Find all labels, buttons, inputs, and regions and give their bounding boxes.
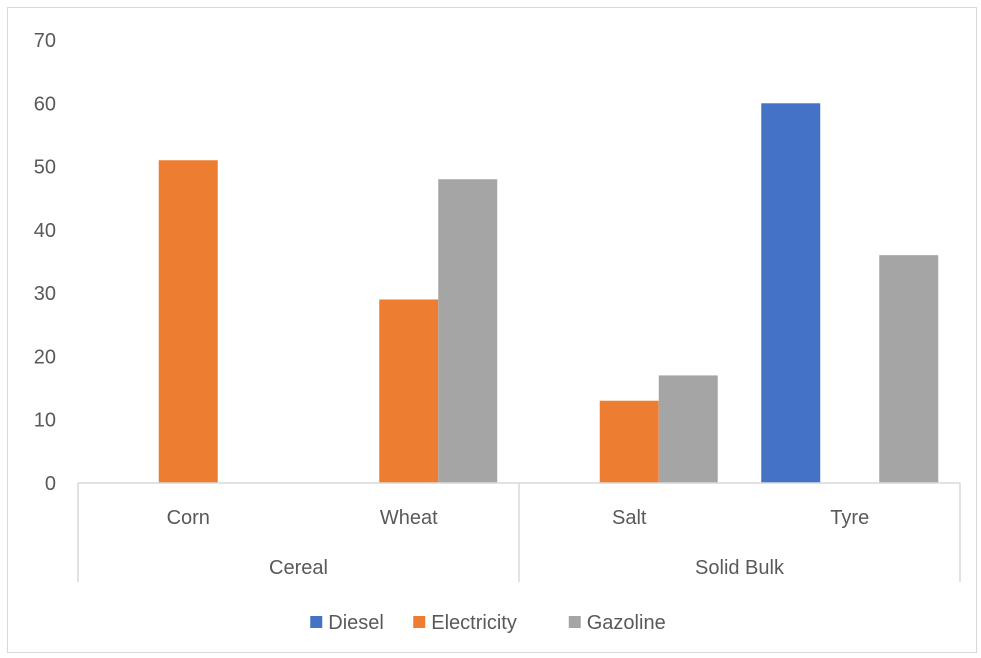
bar-electricity-corn	[158, 160, 218, 483]
legend-label-diesel: Diesel	[328, 612, 384, 634]
y-tick-label-40: 40	[34, 220, 56, 242]
category-label-tyre: Tyre	[830, 507, 869, 529]
legend-swatch-diesel	[310, 616, 323, 628]
category-label-corn: Corn	[167, 507, 210, 529]
y-tick-label-50: 50	[34, 157, 56, 179]
category-label-wheat: Wheat	[380, 507, 438, 529]
legend-label-gazoline: Gazoline	[587, 612, 666, 634]
bar-electricity-salt	[599, 400, 659, 483]
legend: Diesel Electricity Gazoline	[310, 612, 666, 634]
y-tick-label-20: 20	[34, 346, 56, 368]
bar-gazoline-salt	[658, 375, 718, 483]
bar-gazoline-tyre	[879, 255, 939, 483]
category-label-salt: Salt	[612, 507, 647, 529]
axes	[77, 482, 961, 582]
category-labels: Corn Wheat Salt Tyre Cereal Solid Bulk	[167, 507, 870, 579]
legend-swatch-gazoline	[568, 616, 581, 628]
y-tick-label-60: 60	[34, 93, 56, 115]
y-tick-label-70: 70	[34, 30, 56, 52]
y-axis-ticks: 0 10 20 30 40 50 60 70	[34, 30, 56, 495]
legend-swatch-electricity	[413, 616, 426, 628]
bar-electricity-wheat	[379, 299, 439, 483]
bars	[158, 103, 939, 484]
group-label-solid-bulk: Solid Bulk	[695, 557, 785, 579]
y-tick-label-0: 0	[45, 473, 56, 495]
group-label-cereal: Cereal	[269, 557, 328, 579]
y-tick-label-30: 30	[34, 283, 56, 305]
bar-gazoline-wheat	[438, 179, 498, 483]
bar-diesel-tyre	[761, 103, 821, 484]
y-tick-label-10: 10	[34, 410, 56, 432]
legend-label-electricity: Electricity	[431, 612, 517, 634]
